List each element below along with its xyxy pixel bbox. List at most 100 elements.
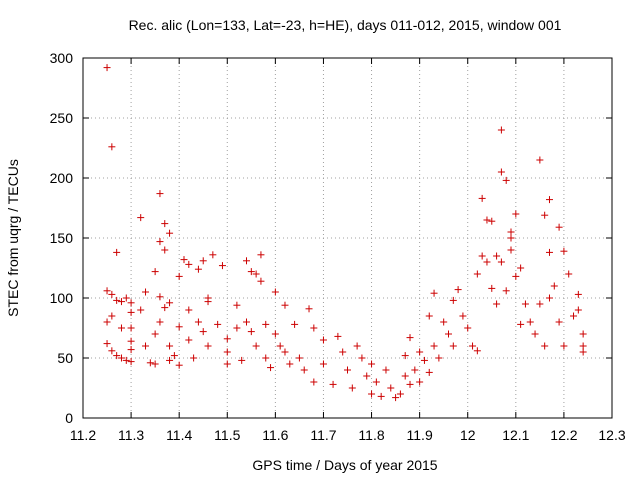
- data-point: [344, 366, 351, 374]
- data-point: [271, 288, 279, 296]
- data-point: [185, 260, 193, 268]
- data-point: [536, 300, 544, 308]
- data-point: [194, 265, 202, 273]
- data-point: [127, 358, 135, 366]
- data-point: [319, 360, 327, 368]
- data-point: [252, 342, 260, 350]
- data-point: [483, 258, 491, 266]
- data-point: [411, 366, 419, 374]
- data-point: [122, 294, 130, 302]
- data-point: [166, 356, 174, 364]
- data-point: [161, 246, 169, 254]
- data-point: [372, 378, 380, 386]
- y-axis-label: STEC from uqrg / TECUs: [5, 159, 21, 317]
- data-point: [483, 216, 491, 224]
- data-point: [353, 342, 361, 350]
- data-point: [108, 347, 116, 355]
- data-point: [358, 354, 366, 362]
- x-tick-label: 11.2: [70, 427, 96, 443]
- data-point: [416, 378, 424, 386]
- data-point: [194, 318, 202, 326]
- data-point: [406, 380, 414, 388]
- x-tick-label: 12.2: [550, 427, 577, 443]
- data-point: [151, 360, 159, 368]
- data-point: [113, 352, 121, 360]
- data-point: [478, 252, 486, 260]
- y-tick-label: 250: [50, 110, 74, 126]
- data-point: [103, 318, 111, 326]
- x-tick-label: 12.3: [598, 427, 625, 443]
- x-tick-label: 11.6: [262, 427, 288, 443]
- data-point: [204, 342, 212, 350]
- data-point: [579, 342, 587, 350]
- data-point: [199, 257, 207, 265]
- data-point: [560, 247, 568, 255]
- data-point: [425, 368, 433, 376]
- data-point: [545, 248, 553, 256]
- y-tick-label: 0: [65, 410, 73, 426]
- data-point: [401, 372, 409, 380]
- data-point: [214, 320, 222, 328]
- data-point: [430, 342, 438, 350]
- data-point: [464, 324, 472, 332]
- data-point: [166, 299, 174, 307]
- data-point: [257, 251, 265, 259]
- data-point: [161, 304, 169, 312]
- data-point: [113, 248, 121, 256]
- data-point: [488, 217, 496, 225]
- data-point: [469, 342, 477, 350]
- data-point: [103, 340, 111, 348]
- data-point: [310, 324, 318, 332]
- y-tick-label: 150: [50, 230, 74, 246]
- data-point: [127, 337, 135, 345]
- data-point: [387, 384, 395, 392]
- data-point: [122, 356, 130, 364]
- data-point: [117, 354, 125, 362]
- data-point: [570, 312, 578, 320]
- data-point: [281, 348, 289, 356]
- data-point: [565, 270, 573, 278]
- x-tick-label: 11.4: [166, 427, 192, 443]
- data-point: [430, 289, 438, 297]
- data-point: [550, 282, 558, 290]
- data-point: [497, 168, 505, 176]
- data-point: [209, 251, 217, 259]
- data-point: [507, 228, 515, 236]
- data-point: [137, 214, 145, 222]
- data-point: [247, 328, 255, 336]
- data-point: [368, 390, 376, 398]
- data-point: [127, 346, 135, 354]
- data-point: [295, 354, 303, 362]
- data-point: [286, 360, 294, 368]
- data-point: [127, 308, 135, 316]
- data-point: [502, 287, 510, 295]
- data-point: [281, 301, 289, 309]
- grid-lines: [83, 58, 612, 418]
- data-point: [310, 378, 318, 386]
- data-point: [108, 312, 116, 320]
- data-point: [517, 264, 525, 272]
- data-point: [180, 256, 188, 264]
- chart-title: Rec. alic (Lon=133, Lat=-23, h=HE), days…: [129, 17, 562, 33]
- data-point: [204, 298, 212, 306]
- data-point: [137, 306, 145, 314]
- data-point: [223, 360, 231, 368]
- data-point: [103, 287, 111, 295]
- data-point: [262, 320, 270, 328]
- data-point: [300, 366, 308, 374]
- data-point: [156, 238, 164, 246]
- data-point: [416, 348, 424, 356]
- data-point: [142, 288, 150, 296]
- data-point: [488, 284, 496, 292]
- data-point: [363, 372, 371, 380]
- y-tick-label: 200: [50, 170, 74, 186]
- data-point: [473, 270, 481, 278]
- data-point: [454, 286, 462, 294]
- data-point: [545, 196, 553, 204]
- x-tick-label: 11.8: [358, 427, 384, 443]
- data-point: [156, 190, 164, 198]
- data-point: [166, 229, 174, 237]
- data-point: [142, 342, 150, 350]
- data-point: [507, 234, 515, 242]
